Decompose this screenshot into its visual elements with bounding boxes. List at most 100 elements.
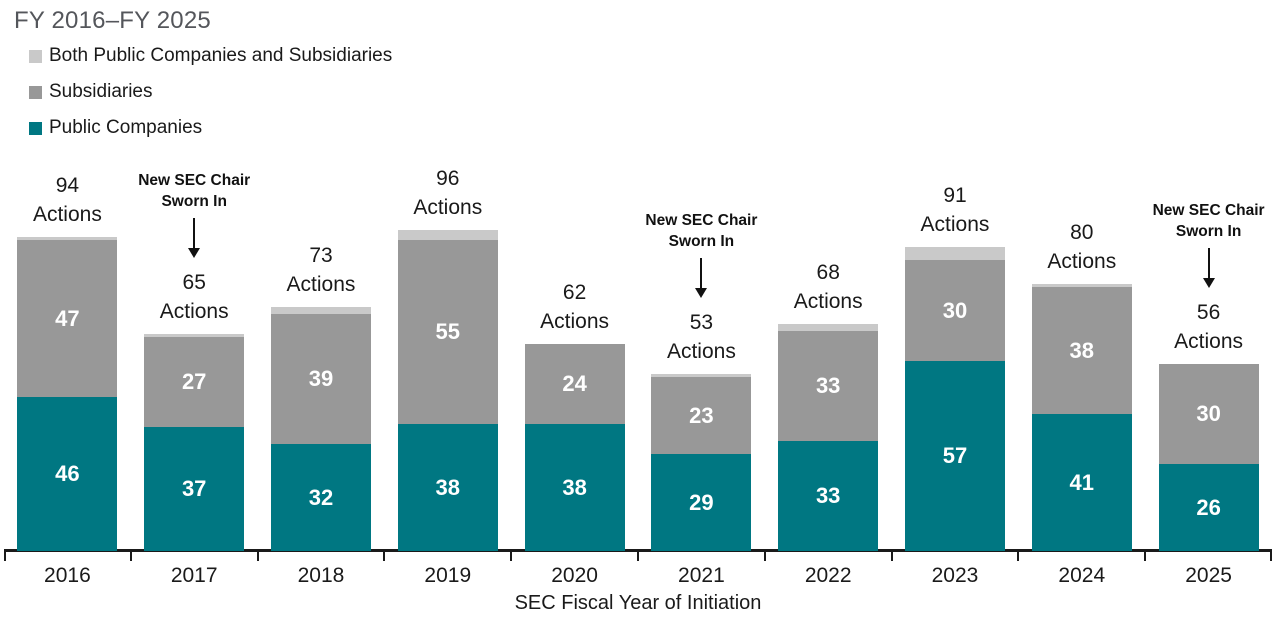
annotation-text: Sworn In [161, 192, 227, 210]
segment-subsidiaries: 47 [17, 240, 118, 398]
x-tick-label-2022: 2022 [804, 564, 852, 587]
bar-group-2023: 57 30 91 Actions 2023 [892, 0, 1019, 587]
segment-value-label: 33 [815, 482, 841, 508]
segment-public-companies: 29 [651, 454, 752, 551]
total-label: 94 Actions [32, 174, 102, 227]
segment-value-label: 55 [435, 319, 461, 345]
bar-group-2016: 46 47 94 Actions 2016 [4, 0, 131, 587]
segment-subsidiaries: 23 [651, 377, 752, 455]
axis-tick [763, 551, 766, 561]
segment-public-companies: 41 [1031, 414, 1132, 551]
legend-label: Subsidiaries [49, 81, 153, 102]
chart-title: FY 2016–FY 2025 [14, 7, 211, 34]
legend-swatch-both [29, 49, 42, 63]
segment-subsidiaries: 27 [144, 337, 245, 428]
total-label: 65 Actions [159, 270, 229, 323]
segment-value-label: 38 [435, 474, 461, 500]
bar-group-2017: 37 27 65 Actions New SEC Chair Sworn In 2017 [131, 0, 258, 587]
segment-value-label: 29 [689, 489, 714, 515]
x-tick-label-2020: 2020 [551, 564, 598, 587]
segment-both-public-companies-and-subsidiaries [144, 333, 245, 338]
segment-value-label: 39 [308, 366, 334, 391]
axis-tick [637, 551, 639, 561]
x-tick-label-2021: 2021 [678, 564, 725, 587]
legend-label: Both Public Companies and Subsidiaries [49, 45, 393, 66]
segment-value-label: 23 [689, 402, 714, 428]
bar-group-2025: 26 30 56 Actions New SEC Chair Sworn In 2025 [1145, 0, 1272, 587]
segment-value-label: 46 [55, 461, 80, 487]
total-label: 80 Actions [1047, 220, 1117, 273]
annotation-text: Sworn In [1175, 222, 1242, 240]
axis-tick [129, 551, 132, 561]
annotation-text: New SEC Chair [138, 171, 251, 189]
annotation-text: New SEC Chair [645, 211, 758, 229]
x-tick-label-2016: 2016 [44, 564, 91, 587]
x-axis-line [4, 549, 1272, 552]
segment-subsidiaries: 39 [270, 313, 371, 445]
segment-value-label: 41 [1069, 469, 1095, 495]
down-arrow-icon [193, 217, 196, 248]
total-label: 56 Actions [1174, 300, 1244, 353]
segment-both-public-companies-and-subsidiaries [778, 323, 879, 331]
segment-both-public-companies-and-subsidiaries [270, 307, 371, 314]
total-label: 91 Actions [920, 184, 990, 237]
down-arrow-head-icon [1202, 277, 1215, 288]
legend-item-public-companies: Public Companies [29, 117, 392, 139]
axis-tick [4, 551, 6, 561]
legend-swatch-public-companies [29, 121, 42, 135]
segment-subsidiaries: 33 [778, 330, 879, 441]
segment-value-label: 32 [308, 484, 334, 510]
down-arrow-icon [700, 257, 703, 288]
segment-both-public-companies-and-subsidiaries [904, 247, 1005, 261]
axis-tick [1270, 551, 1272, 561]
annotation-2025: New SEC Chair Sworn In [1125, 200, 1276, 288]
x-tick-label-2024: 2024 [1058, 564, 1106, 587]
bar-group-2019: 38 55 96 Actions 2019 [384, 0, 511, 587]
legend-swatch-subsidiaries [29, 85, 42, 99]
segment-public-companies: 46 [17, 397, 118, 551]
total-label: 96 Actions [413, 167, 483, 220]
x-tick-label-2023: 2023 [931, 564, 979, 587]
segment-value-label: 57 [942, 442, 968, 468]
segment-value-label: 30 [1196, 401, 1221, 427]
legend-label: Public Companies [49, 117, 203, 138]
bar-group-2024: 41 38 80 Actions 2024 [1018, 0, 1145, 587]
segment-value-label: 38 [1069, 337, 1095, 363]
segment-subsidiaries: 30 [1158, 363, 1259, 465]
segment-both-public-companies-and-subsidiaries [17, 237, 118, 241]
segment-public-companies: 33 [778, 440, 879, 551]
legend: Both Public Companies and Subsidiaries S… [29, 45, 392, 153]
down-arrow-icon [1207, 247, 1210, 278]
down-arrow-head-icon [695, 287, 708, 298]
bar-group-2021: 29 23 53 Actions New SEC Chair Sworn In 2021 [638, 0, 765, 587]
segment-public-companies: 37 [144, 427, 245, 551]
axis-tick [256, 551, 259, 561]
segment-value-label: 37 [181, 476, 207, 502]
x-tick-label-2017: 2017 [170, 564, 218, 587]
x-tick-label-2018: 2018 [297, 564, 345, 587]
total-label: 62 Actions [540, 280, 610, 333]
segment-value-label: 26 [1196, 494, 1221, 520]
total-label: 68 Actions [793, 260, 863, 313]
segment-value-label: 30 [942, 297, 968, 323]
axis-tick [890, 551, 893, 561]
annotation-2021: New SEC Chair Sworn In [618, 210, 785, 298]
axis-tick [1017, 551, 1020, 561]
annotation-text: Sworn In [668, 232, 735, 250]
segment-value-label: 47 [55, 305, 80, 331]
bar-group-2018: 32 39 73 Actions 2018 [258, 0, 385, 587]
axis-tick [383, 551, 386, 561]
bar-group-2020: 38 24 62 Actions 2020 [511, 0, 638, 587]
segment-subsidiaries: 38 [1031, 287, 1132, 415]
segment-value-label: 33 [815, 372, 841, 398]
x-axis-title: SEC Fiscal Year of Initiation [514, 592, 762, 614]
segment-both-public-companies-and-subsidiaries [397, 230, 498, 241]
segment-value-label: 27 [181, 369, 207, 395]
segment-subsidiaries: 30 [904, 260, 1005, 361]
x-tick-label-2019: 2019 [424, 564, 472, 587]
down-arrow-head-icon [188, 247, 201, 258]
segment-subsidiaries: 24 [524, 343, 625, 425]
segment-value-label: 38 [562, 474, 587, 500]
